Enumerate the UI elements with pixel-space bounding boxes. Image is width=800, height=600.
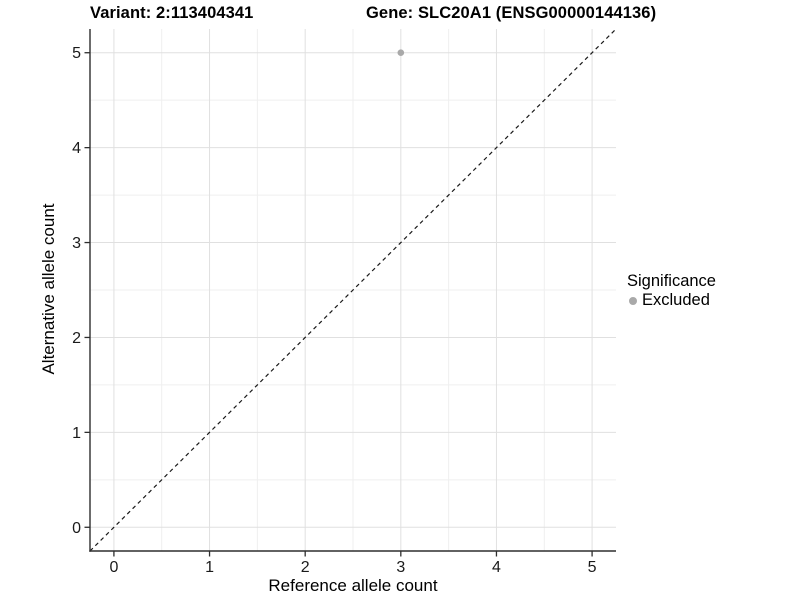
y-tick-label: 3 xyxy=(72,235,81,252)
legend-key-dot xyxy=(629,296,637,305)
legend-item-label: Excluded xyxy=(642,291,710,309)
x-axis-title: Reference allele count xyxy=(268,576,438,595)
data-point xyxy=(397,49,405,57)
x-tick-label: 2 xyxy=(301,559,310,576)
x-tick-label: 4 xyxy=(492,559,501,576)
y-tick-label: 1 xyxy=(72,425,81,442)
x-tick-label: 5 xyxy=(588,559,597,576)
y-tick-label: 0 xyxy=(72,520,81,537)
y-tick-label: 5 xyxy=(72,45,81,62)
legend-item: Excluded xyxy=(629,291,716,310)
legend-title: Significance xyxy=(627,272,716,290)
x-tick-label: 3 xyxy=(396,559,405,576)
variant-title: Variant: 2:113404341 xyxy=(90,4,254,22)
y-tick-label: 2 xyxy=(72,330,81,347)
gene-title: Gene: SLC20A1 (ENSG00000144136) xyxy=(366,4,657,22)
y-tick-label: 4 xyxy=(72,140,81,157)
identity-line xyxy=(89,28,617,552)
y-axis-title: Alternative allele count xyxy=(39,203,58,375)
legend: Significance Excluded xyxy=(627,271,716,310)
x-tick-label: 1 xyxy=(205,559,214,576)
x-tick-label: 0 xyxy=(109,559,118,576)
legend-items: Excluded xyxy=(627,291,716,310)
